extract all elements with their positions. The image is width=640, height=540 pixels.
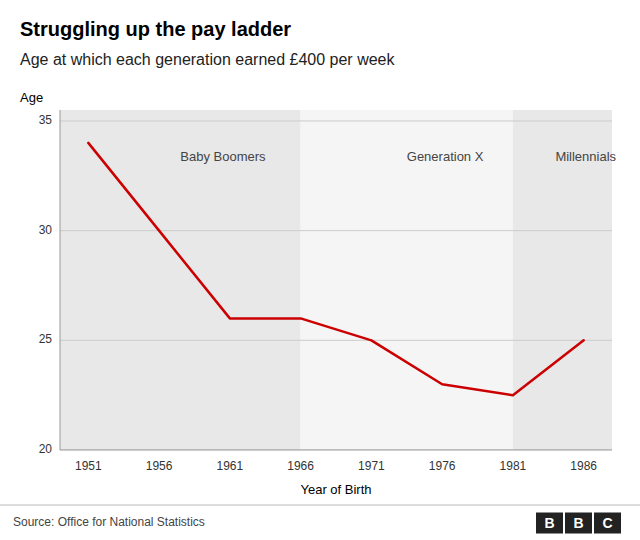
band (301, 110, 513, 450)
grid-line (60, 230, 612, 231)
annotation: Generation X (407, 149, 484, 164)
y-tick-label: 30 (39, 223, 53, 237)
annotation: Millennials (555, 149, 616, 164)
y-tick-label: 35 (39, 113, 53, 127)
plot-area (60, 110, 612, 450)
x-tick-label: 1981 (500, 459, 527, 473)
grid-line (60, 450, 612, 451)
logo-letter: C (602, 515, 612, 531)
x-tick-label: 1951 (75, 459, 102, 473)
logo-box (536, 513, 563, 534)
title: Struggling up the pay ladder (20, 18, 291, 40)
logo-letter: B (573, 515, 583, 531)
subtitle: Age at which each generation earned £400… (20, 51, 395, 68)
logo-box (565, 513, 592, 534)
x-tick-label: 1971 (358, 459, 385, 473)
band (60, 110, 301, 450)
source: Source: Office for National Statistics (13, 515, 205, 529)
line (88, 143, 583, 395)
y-tick-label: 20 (39, 442, 53, 456)
x-tick-label: 1986 (570, 459, 597, 473)
logo-box (594, 513, 621, 534)
x-tick-label: 1976 (429, 459, 456, 473)
x-axis-line (60, 450, 612, 451)
x-axis-label: Year of Birth (300, 482, 371, 497)
grid-line (60, 340, 612, 341)
logo: BBC (536, 513, 621, 534)
separator (0, 505, 640, 506)
grid-line (60, 120, 612, 121)
annotation: Baby Boomers (180, 149, 266, 164)
x-tick-label: 1966 (287, 459, 314, 473)
x-tick-label: 1961 (216, 459, 243, 473)
x-tick-label: 1956 (146, 459, 173, 473)
y-tick-label: 25 (39, 332, 53, 346)
y-axis-line (60, 110, 61, 450)
chart: Struggling up the pay ladder Age at which… (0, 0, 640, 540)
y-axis-label: Age (20, 90, 43, 105)
logo-letter: B (544, 515, 554, 531)
